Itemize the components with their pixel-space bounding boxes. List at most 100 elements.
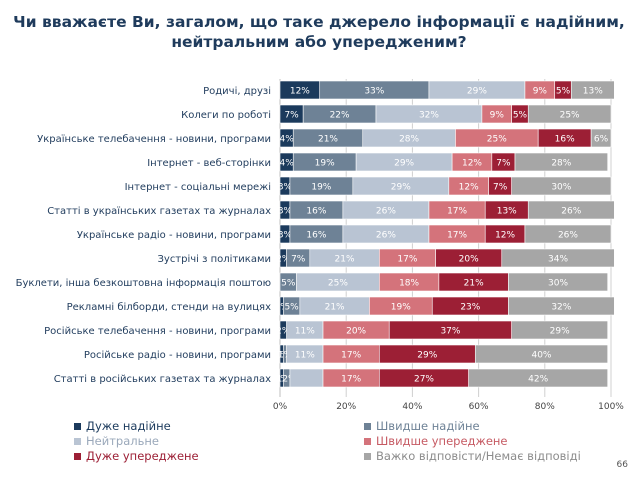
legend-label: Дуже надійне	[86, 419, 171, 433]
bar-segment	[590, 128, 612, 148]
data-label: 16%	[306, 231, 326, 241]
data-label: 21%	[318, 135, 338, 145]
title-line-2: нейтральним або упередженим?	[171, 33, 467, 51]
x-tick-label: 80%	[535, 402, 555, 412]
data-label: 17%	[447, 207, 467, 217]
data-label: 3%	[278, 183, 293, 193]
legend-swatch	[364, 423, 371, 430]
legend-item-neutral: Нейтральне	[74, 434, 199, 449]
data-label: 28%	[399, 135, 419, 145]
data-label: 27%	[414, 375, 434, 385]
data-label: 25%	[328, 279, 348, 289]
category-label: Українське радіо - новини, програми	[77, 229, 271, 241]
data-label: 17%	[341, 351, 361, 361]
bar-segment	[511, 176, 612, 196]
category-label: Російське телебачення - новини, програми	[44, 325, 271, 337]
category-label: Колеги по роботі	[181, 109, 271, 121]
page-number: 66	[616, 460, 628, 470]
data-label: 29%	[550, 327, 570, 337]
legend-item-very-biased: Дуже упереджене	[74, 449, 199, 464]
legend-item-hard-to-say: Важко відповісти/Немає відповіді	[364, 449, 581, 464]
x-tick-label: 0%	[273, 402, 288, 412]
data-label: 16%	[306, 207, 326, 217]
data-label: 7%	[291, 255, 306, 265]
bar-segment	[570, 80, 615, 100]
data-label: 1%	[275, 303, 290, 313]
data-label: 1%	[275, 375, 290, 385]
data-label: 12%	[495, 231, 515, 241]
data-label: 9%	[533, 87, 548, 97]
data-label: 13%	[583, 87, 603, 97]
category-label: Зустрічі з політиками	[157, 253, 271, 265]
bar-segment	[474, 344, 608, 364]
data-label: 32%	[419, 111, 439, 121]
title-line-1: Чи вважаєте Ви, загалом, що таке джерело…	[13, 13, 625, 31]
legend-right: Швидше надійне Швидше упереджене Важко в…	[364, 419, 581, 464]
data-label: 1%	[275, 351, 290, 361]
data-label: 17%	[341, 375, 361, 385]
bar-segment	[468, 368, 608, 388]
bar-segment	[508, 272, 608, 292]
category-label: Статті в російських газетах та журналах	[54, 373, 271, 385]
category-label: Статті в українських газетах та журналах	[47, 205, 271, 217]
data-label: 33%	[364, 87, 384, 97]
legend-label: Важко відповісти/Немає відповіді	[376, 449, 581, 463]
data-label: 4%	[279, 135, 294, 145]
data-label: 30%	[548, 279, 568, 289]
data-label: 29%	[417, 351, 437, 361]
category-label: Російське радіо - новини, програми	[84, 349, 271, 361]
bar-segment	[508, 296, 615, 316]
data-label: 26%	[558, 231, 578, 241]
data-label: 13%	[497, 207, 517, 217]
data-label: 7%	[284, 111, 299, 121]
category-label: Родичі, друзі	[203, 85, 271, 97]
data-label: 12%	[459, 183, 479, 193]
legend-swatch	[364, 438, 371, 445]
bar-segment	[501, 248, 615, 268]
x-tick-label: 20%	[336, 402, 356, 412]
bar-segment	[514, 152, 608, 172]
data-label: 23%	[460, 303, 480, 313]
legend-swatch	[74, 438, 81, 445]
category-label: Рекламні білборди, стенди на вулицях	[67, 301, 271, 313]
bar-segment	[527, 104, 612, 124]
data-label: 25%	[560, 111, 580, 121]
legend-swatch	[74, 453, 81, 460]
data-label: 9%	[490, 111, 505, 121]
data-label: 34%	[548, 255, 568, 265]
data-label: 26%	[561, 207, 581, 217]
data-label: 12%	[462, 159, 482, 169]
data-label: 29%	[394, 159, 414, 169]
legend-label: Дуже упереджене	[86, 449, 199, 463]
data-label: 28%	[551, 159, 571, 169]
bar-segment	[511, 320, 608, 340]
data-label: 20%	[346, 327, 366, 337]
bar-segment	[527, 200, 615, 220]
data-label: 11%	[295, 327, 315, 337]
data-label: 2%	[276, 255, 291, 265]
legend-label: Швидше надійне	[376, 419, 480, 433]
data-label: 19%	[391, 303, 411, 313]
chart-title: Чи вважаєте Ви, загалом, що таке джерело…	[0, 12, 638, 52]
data-label: 22%	[330, 111, 350, 121]
data-label: 19%	[315, 159, 335, 169]
category-label: Інтернет - веб-сторінки	[147, 157, 271, 169]
data-label: 20%	[459, 255, 479, 265]
data-label: 17%	[397, 255, 417, 265]
data-label: 30%	[551, 183, 571, 193]
data-label: 26%	[376, 207, 396, 217]
data-label: 16%	[555, 135, 575, 145]
data-label: 4%	[279, 159, 294, 169]
data-label: 11%	[295, 351, 315, 361]
x-tick-label: 100%	[598, 402, 624, 412]
data-label: 5%	[556, 87, 571, 97]
data-label: 40%	[531, 351, 551, 361]
category-label: Буклети, інша безкоштовна інформація пош…	[16, 277, 271, 289]
data-label: 18%	[399, 279, 419, 289]
data-label: 29%	[467, 87, 487, 97]
data-label: 3%	[278, 207, 293, 217]
data-label: 21%	[335, 255, 355, 265]
legend-item-very-reliable: Дуже надійне	[74, 419, 199, 434]
data-label: 12%	[277, 375, 297, 385]
